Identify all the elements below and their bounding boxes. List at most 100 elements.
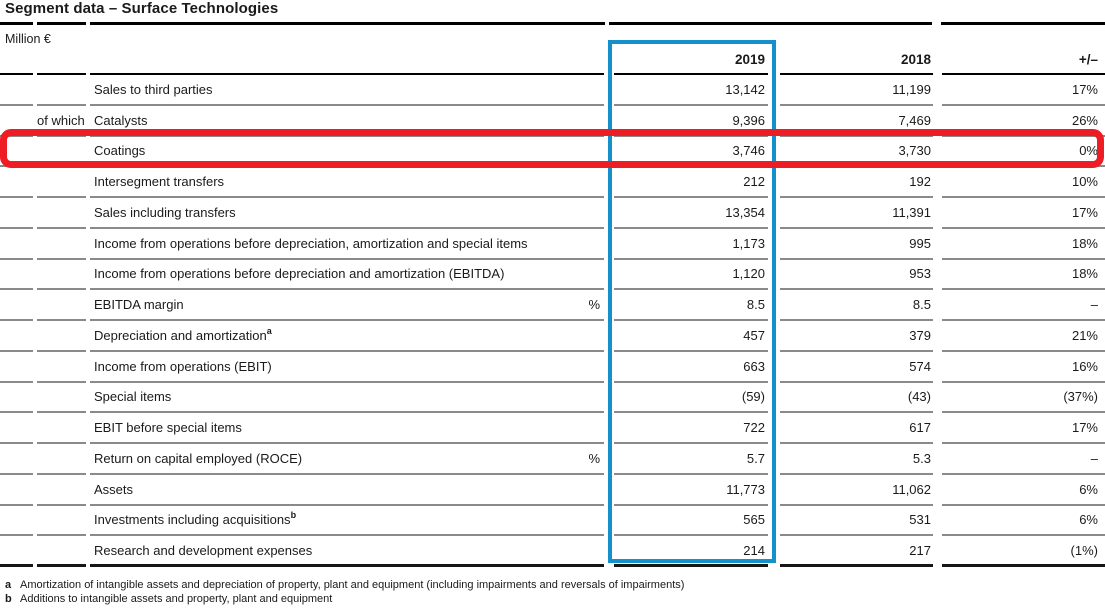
segment-table: 2019 2018 +/– Sales to third parties 13,1… [0, 45, 1105, 567]
page-title: Segment data – Surface Technologies [5, 0, 279, 17]
row-label: Investments including acquisitionsb [94, 510, 297, 528]
value-2019: 1,173 [614, 229, 768, 260]
table-row: Sales including transfers 13,354 11,391 17% [0, 198, 1105, 229]
value-2018: 953 [780, 260, 933, 291]
value-2018: 5.3 [780, 444, 933, 475]
table-row: Sales to third parties 13,142 11,199 17% [0, 75, 1105, 106]
row-unit: % [588, 297, 600, 313]
row-label: Coatings [94, 143, 146, 159]
value-2019: (59) [614, 383, 768, 414]
value-2019: 457 [614, 321, 768, 352]
table-row: EBIT before special items 722 617 17% [0, 413, 1105, 444]
value-change: 18% [942, 229, 1105, 260]
table-row: Income from operations before depreciati… [0, 229, 1105, 260]
unit-label: Million € [5, 32, 51, 46]
value-change: 16% [942, 352, 1105, 383]
value-2018: 995 [780, 229, 933, 260]
table-row: Return on capital employed (ROCE)% 5.7 5.3… [0, 444, 1105, 475]
footnote-ref: b [290, 510, 297, 521]
table-row: of which Catalysts 9,396 7,469 26% [0, 106, 1105, 137]
row-label: Sales to third parties [94, 81, 213, 97]
value-change: (1%) [942, 536, 1105, 567]
footnote-ref: a [266, 325, 272, 336]
value-change: 18% [942, 260, 1105, 291]
value-2018: 8.5 [780, 290, 933, 321]
row-label: Income from operations before depreciati… [94, 266, 505, 282]
value-2019: 8.5 [614, 290, 768, 321]
value-2019: 663 [614, 352, 768, 383]
value-change: 26% [942, 106, 1105, 137]
value-2018: 11,391 [780, 198, 933, 229]
value-change: 0% [942, 137, 1105, 168]
row-label: Return on capital employed (ROCE) [94, 450, 303, 466]
footnote-b: b Additions to intangible assets and pro… [5, 592, 1100, 606]
value-2018: 11,062 [780, 475, 933, 506]
value-2019: 13,142 [614, 75, 768, 106]
row-label: Intersegment transfers [94, 174, 225, 190]
column-header-2019: 2019 [614, 45, 768, 75]
value-2019: 13,354 [614, 198, 768, 229]
value-2018: 3,730 [780, 137, 933, 168]
value-change: 17% [942, 413, 1105, 444]
table-row: EBITDA margin% 8.5 8.5– [0, 290, 1105, 321]
row-label: Income from operations before depreciati… [94, 235, 528, 251]
title-rule [0, 22, 1105, 25]
value-2018: (43) [780, 383, 933, 414]
table-header-row: 2019 2018 +/– [0, 45, 1105, 75]
table-row: Intersegment transfers 212 192 10% [0, 167, 1105, 198]
value-2018: 531 [780, 506, 933, 537]
value-change: (37%) [942, 383, 1105, 414]
value-2018: 192 [780, 167, 933, 198]
value-2018: 11,199 [780, 75, 933, 106]
value-2018: 379 [780, 321, 933, 352]
footnote-marker: b [5, 593, 12, 605]
footnote-marker: a [5, 579, 12, 591]
value-change: 17% [942, 75, 1105, 106]
row-prefix: of which [37, 112, 85, 128]
value-change: – [942, 290, 1105, 321]
table-row: Research and development expenses 214 217 (… [0, 536, 1105, 567]
value-2019: 214 [614, 536, 768, 567]
column-header-change: +/– [942, 45, 1105, 75]
value-change: – [942, 444, 1105, 475]
table-row: Income from operations (EBIT) 663 574 16% [0, 352, 1105, 383]
value-2019: 212 [614, 167, 768, 198]
row-label: Research and development expenses [94, 542, 313, 558]
value-2019: 722 [614, 413, 768, 444]
row-label: Depreciation and amortizationa [94, 325, 272, 343]
row-label: Catalysts [94, 112, 148, 128]
value-change: 17% [942, 198, 1105, 229]
value-2018: 574 [780, 352, 933, 383]
table-rows: Sales to third parties 13,142 11,199 17% of … [0, 75, 1105, 567]
row-label: Special items [94, 389, 172, 405]
value-2018: 7,469 [780, 106, 933, 137]
value-2019: 1,120 [614, 260, 768, 291]
table-row: Special items (59) (43) (37%) [0, 383, 1105, 414]
value-2019: 5.7 [614, 444, 768, 475]
row-label: Sales including transfers [94, 204, 236, 220]
table-row: Income from operations before depreciati… [0, 260, 1105, 291]
row-label: Income from operations (EBIT) [94, 358, 272, 374]
row-unit: % [588, 450, 600, 466]
column-header-2018: 2018 [780, 45, 933, 75]
value-2019: 3,746 [614, 137, 768, 168]
row-label: EBIT before special items [94, 420, 242, 436]
value-2018: 217 [780, 536, 933, 567]
value-change: 6% [942, 506, 1105, 537]
footnote-a: a Amortization of intangible assets and … [5, 578, 1100, 592]
table-row: Investments including acquisitionsb 565 53… [0, 506, 1105, 537]
value-change: 10% [942, 167, 1105, 198]
footnotes: a Amortization of intangible assets and … [5, 578, 1100, 606]
value-2019: 9,396 [614, 106, 768, 137]
value-change: 21% [942, 321, 1105, 352]
table-row: Coatings 3,746 3,730 0% [0, 137, 1105, 168]
table-row: Assets 11,773 11,062 6% [0, 475, 1105, 506]
footnote-text: Additions to intangible assets and prope… [20, 593, 333, 605]
footnote-text: Amortization of intangible assets and de… [20, 579, 685, 591]
value-2019: 565 [614, 506, 768, 537]
value-2019: 11,773 [614, 475, 768, 506]
value-change: 6% [942, 475, 1105, 506]
table-row: Depreciation and amortizationa 457 379 21% [0, 321, 1105, 352]
value-2018: 617 [780, 413, 933, 444]
